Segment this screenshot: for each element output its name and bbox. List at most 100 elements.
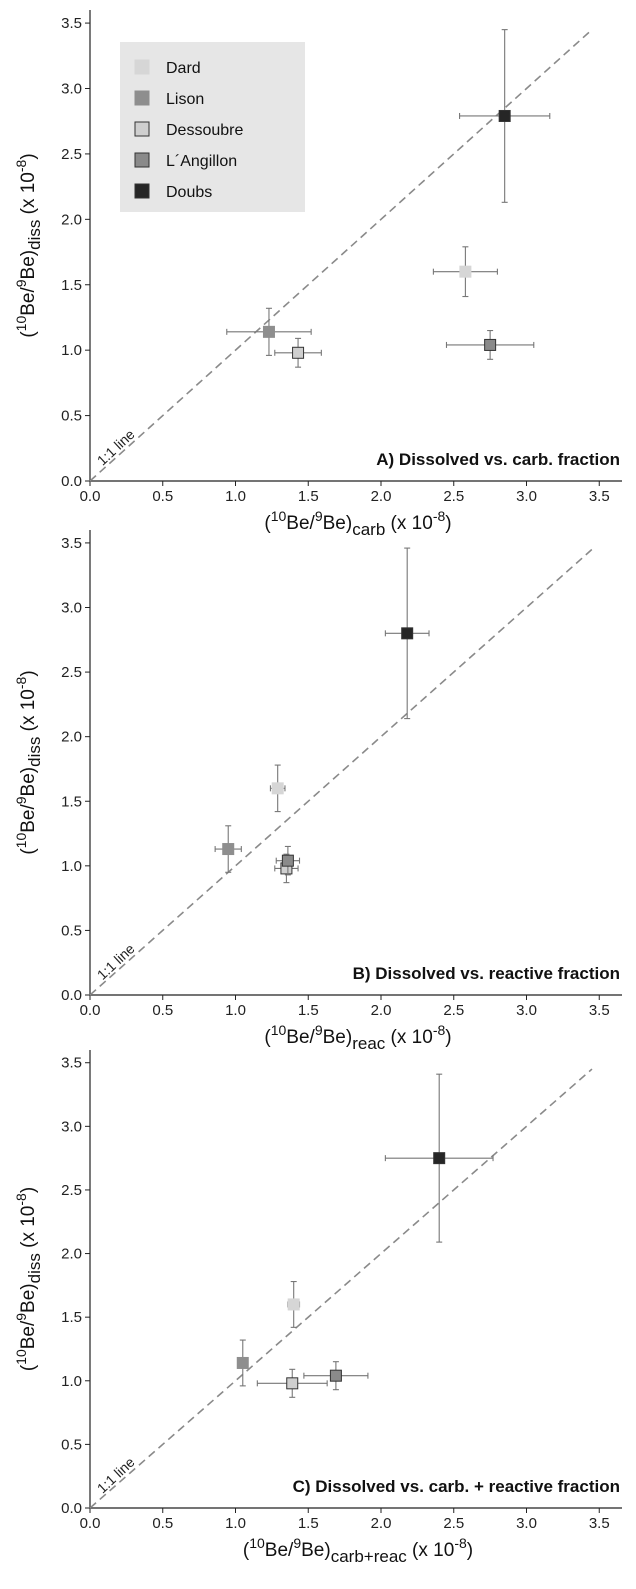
y-tick-label: 3.0 <box>61 1118 82 1135</box>
axis-label-part-pre: ( <box>18 848 39 855</box>
x-tick-label: 0.0 <box>80 488 101 505</box>
axis-label-part-base: Be) <box>18 1283 39 1313</box>
y-tick-label: 0.0 <box>61 987 82 1004</box>
axis-label-part-sup2: 9 <box>13 1313 29 1321</box>
axis-label-part-sup1: 10 <box>13 1349 29 1365</box>
axis-label-part-pre: ( <box>18 331 39 338</box>
y-tick-label: 0.5 <box>61 922 82 939</box>
axis-label-part-sub: diss <box>25 1253 44 1283</box>
axis-label-part-exp: -8 <box>454 1535 467 1551</box>
axis-label-part-end: ) <box>445 513 451 534</box>
data-point-lison <box>226 307 312 356</box>
axis-label-part-sup1: 10 <box>271 508 287 524</box>
x-tick-label: 2.5 <box>443 1515 464 1532</box>
axis-label-part-pre: ( <box>243 1540 250 1561</box>
axis-label-part-end: ) <box>18 670 39 676</box>
data-marker <box>401 627 414 640</box>
y-tick-label: 3.5 <box>61 535 82 552</box>
x-tick-label: 2.0 <box>371 488 392 505</box>
data-point-dard <box>269 764 286 813</box>
data-marker <box>271 782 284 795</box>
y-tick-label: 1.5 <box>61 793 82 810</box>
axis-label-part-mid: Be/ <box>265 1540 294 1561</box>
axis-label-part-exp: -8 <box>433 508 446 524</box>
data-point-lison <box>214 825 242 873</box>
x-tick-label: 3.5 <box>589 488 610 505</box>
x-tick-label: 2.5 <box>443 488 464 505</box>
data-marker <box>222 843 235 856</box>
x-tick-label: 3.5 <box>589 1002 610 1019</box>
data-marker <box>433 1152 446 1165</box>
legend-item-label: Doubs <box>166 184 212 201</box>
data-point-langillon <box>303 1361 369 1391</box>
x-tick-label: 2.0 <box>371 1002 392 1019</box>
y-tick-label: 0.5 <box>61 408 82 425</box>
axis-label-part-post: (x 10 <box>18 689 39 737</box>
x-tick-label: 0.5 <box>152 488 173 505</box>
axis-label-part-post: (x 10 <box>385 513 433 534</box>
data-marker <box>262 325 275 338</box>
data-point-dessoubre <box>256 1368 328 1398</box>
data-marker <box>498 109 511 122</box>
x-tick-label: 0.0 <box>80 1002 101 1019</box>
axis-label-part-exp: -8 <box>13 676 29 689</box>
y-tick-label: 3.5 <box>61 1055 82 1072</box>
x-tick-label: 2.0 <box>371 1515 392 1532</box>
one-to-one-line-label: 1:1 line <box>94 940 138 983</box>
x-tick-label: 0.0 <box>80 1515 101 1532</box>
y-axis-label: (10Be/9Be)diss (x 10-8) <box>13 153 44 337</box>
x-tick-label: 3.0 <box>516 1002 537 1019</box>
axis-label-part-end: ) <box>18 153 39 159</box>
y-tick-label: 1.5 <box>61 277 82 294</box>
legend-item-label: L´Angillon <box>166 153 237 170</box>
legend-swatch <box>134 152 150 168</box>
axis-label-part-exp: -8 <box>13 1193 29 1206</box>
axis-label-part-base: Be) <box>301 1540 331 1561</box>
legend-background <box>120 42 305 212</box>
axis-label-part-post: (x 10 <box>385 1027 433 1048</box>
one-to-one-line <box>89 548 593 996</box>
axis-label-part-sup2: 9 <box>13 796 29 804</box>
axis-label-part-base: Be) <box>18 767 39 797</box>
y-tick-label: 2.5 <box>61 1182 82 1199</box>
x-tick-label: 0.5 <box>152 1002 173 1019</box>
legend: Dard Lison Dessoubre L´Angillon Doubs <box>120 42 305 212</box>
axis-label-part-exp: -8 <box>433 1022 446 1038</box>
y-tick-label: 1.0 <box>61 1373 82 1390</box>
axis-label-part-pre: ( <box>264 513 271 534</box>
data-marker <box>484 338 497 351</box>
legend-item-label: Dard <box>166 60 201 77</box>
data-marker <box>286 1377 299 1390</box>
legend-swatch <box>134 121 150 137</box>
y-tick-label: 0.0 <box>61 473 82 490</box>
y-tick-label: 0.5 <box>61 1436 82 1453</box>
axis-label-part-base: Be) <box>323 1027 353 1048</box>
axis-label-part-end: ) <box>467 1540 473 1561</box>
y-axis-label: (10Be/9Be)diss (x 10-8) <box>13 670 44 854</box>
y-tick-label: 2.5 <box>61 664 82 681</box>
panel-title: B) Dissolved vs. reactive fraction <box>353 964 620 983</box>
axis-label-part-base: Be) <box>18 250 39 280</box>
x-tick-label: 1.5 <box>298 1002 319 1019</box>
x-axis-label: (10Be/9Be)reac (x 10-8) <box>264 1022 451 1053</box>
data-point-dessoubre <box>274 853 299 884</box>
x-tick-label: 1.5 <box>298 488 319 505</box>
y-tick-label: 0.0 <box>61 1500 82 1517</box>
legend-swatch <box>134 90 150 106</box>
one-to-one-line-label: 1:1 line <box>94 1454 138 1497</box>
y-tick-label: 2.0 <box>61 1246 82 1263</box>
axis-label-part-pre: ( <box>18 1364 39 1371</box>
x-axis-label: (10Be/9Be)carb (x 10-8) <box>264 508 451 539</box>
data-marker <box>281 854 294 867</box>
axis-label-part-mid: Be/ <box>18 1320 39 1349</box>
chart-panel-3: 0.0 0.5 1.0 1.5 2.0 2.5 3.0 3.5 0.0 0.5 1.0 1.5 2.0 2… <box>13 1050 622 1566</box>
axis-label-part-sub: diss <box>25 220 44 250</box>
x-tick-label: 3.0 <box>516 1515 537 1532</box>
legend-item-label: Dessoubre <box>166 122 243 139</box>
axis-label-part-post: (x 10 <box>18 1206 39 1254</box>
axis-label-part-end: ) <box>445 1027 451 1048</box>
axis-label-part-end: ) <box>18 1187 39 1193</box>
axis-label-part-post: (x 10 <box>407 1540 455 1561</box>
